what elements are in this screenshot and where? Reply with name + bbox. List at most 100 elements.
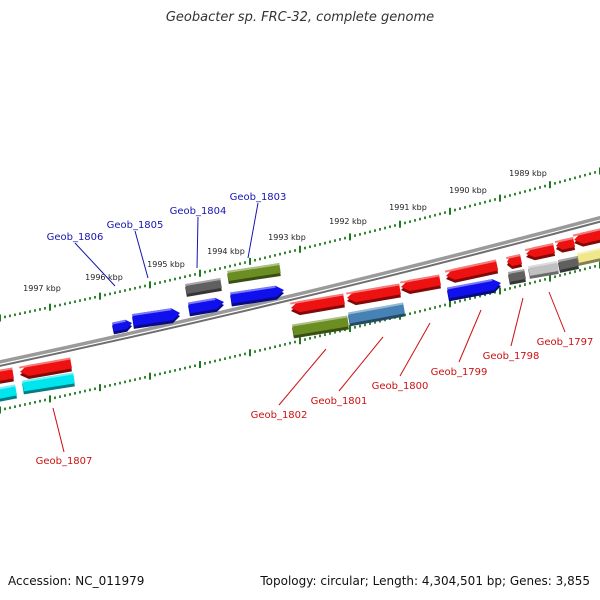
gene-arrow-red-highlight (400, 274, 440, 284)
gene-block-lightgray-lower-highlight (528, 261, 558, 269)
gene-arrow-red-highlight (572, 228, 600, 237)
gene-block-gray-upper (185, 278, 222, 297)
gene-arrow-red (444, 259, 499, 283)
gene-arrow-blue-lower (446, 279, 501, 302)
gene-arrow-blue-highlight (132, 308, 172, 317)
gene-arrow-blue-highlight (230, 285, 276, 295)
gene-arrow-red (554, 237, 576, 253)
gene-block-khaki-lower-body (576, 247, 600, 263)
kbp-tick-label: 1993 kbp (268, 233, 306, 242)
gene-arrow-red-highlight (524, 243, 554, 252)
gene-label: Geob_1800 (372, 381, 429, 392)
gene-arrow-red-body (347, 283, 401, 303)
gene-block-gray-lower-highlight (557, 256, 578, 263)
gene-arrow-blue-lower-body (446, 279, 501, 299)
kbp-tick-label: 1992 kbp (329, 217, 367, 226)
kbp-tick-label: 1989 kbp (509, 169, 547, 178)
gene-arrow-red (346, 283, 401, 306)
gene-label: Geob_1797 (537, 337, 594, 348)
gene-arrow-blue (112, 319, 132, 335)
gene-leader-line (247, 202, 259, 259)
gene-arrow-blue-highlight (188, 297, 216, 305)
accession-label: Accession: NC_011979 (8, 574, 145, 588)
gene-arrow-red-highlight (554, 237, 574, 244)
kbp-tick-label: 1995 kbp (147, 260, 185, 269)
gene-arrow-blue-body (230, 285, 284, 304)
gene-block-gray-lower (557, 256, 580, 273)
gene-label: Geob_1801 (311, 396, 368, 407)
kbp-tick-label: 1994 kbp (207, 247, 245, 256)
gene-leader-line (196, 216, 199, 269)
gene-label: Geob_1803 (230, 192, 287, 203)
gene-block-steel-lower-body (348, 302, 405, 324)
gene-block-khaki-lower (576, 247, 600, 266)
gene-label: Geob_1799 (431, 367, 488, 378)
gene-leader-line (134, 230, 149, 279)
gene-label: Geob_1807 (36, 456, 93, 467)
kbp-tick-label: 1991 kbp (389, 203, 427, 212)
gene-block-cyan-left (22, 372, 75, 395)
gene-leader-line (338, 336, 384, 392)
gene-leader-line (399, 322, 431, 377)
gene-arrow-red-highlight (505, 254, 521, 260)
kbp-tick-label: 1997 kbp (23, 284, 61, 293)
gene-block-steel-lower (348, 302, 405, 327)
gene-arrow-red-highlight (290, 293, 344, 305)
gene-block-steel-lower-highlight (348, 302, 404, 315)
gene-block-lightgray-lower (528, 261, 559, 279)
gene-arrow-red-body (446, 259, 499, 280)
map-title: Geobacter sp. FRC-32, complete genome (165, 10, 435, 25)
gene-label: Geob_1804 (170, 206, 227, 217)
gene-leader-line (510, 297, 524, 347)
gene-arrow-red-body (291, 293, 345, 313)
gene-label: Geob_1805 (107, 220, 164, 231)
gene-block-cyan-left (0, 384, 18, 402)
gene-block-olive-upper (227, 263, 281, 284)
gene-block-cyan-left-body (22, 372, 75, 392)
gene-arrow-red (400, 274, 441, 295)
gene-label: Geob_1798 (483, 351, 540, 362)
gene-leader-line (52, 407, 65, 453)
gene-leader-line (458, 309, 482, 363)
gene-arrow-red-body (401, 274, 441, 292)
gene-arrow-red-highlight (346, 283, 400, 295)
gene-arrow-red-left (0, 367, 14, 384)
gene-leader-line (74, 242, 116, 287)
kbp-tick-label: 1996 kbp (85, 273, 123, 282)
gene-block-cyan-left-highlight (0, 384, 16, 390)
gene-block-olive-upper-body (227, 263, 281, 281)
kbp-tick-label: 1990 kbp (449, 186, 487, 195)
gene-leader-line (548, 291, 566, 333)
gene-arrow-blue-lower-highlight (446, 279, 493, 290)
gene-arrow-red (290, 293, 345, 316)
gene-arrow-red (505, 254, 523, 269)
gene-block-cyan-left-highlight (22, 372, 74, 383)
gene-arrow-red-left-highlight (0, 367, 13, 372)
gene-block-olive-upper-highlight (227, 263, 280, 274)
gene-arrow-blue (188, 297, 224, 317)
gene-arrow-red-body (574, 228, 600, 244)
gene-arrow-red-left-highlight (19, 357, 71, 369)
gene-arrow-blue-highlight (112, 319, 126, 325)
gene-leader-line (278, 348, 327, 406)
gene-block-olive-lower-highlight (292, 315, 348, 327)
gene-block-gray-lower-highlight (508, 269, 525, 275)
gene-arrow-red (524, 243, 556, 261)
gene-arrow-red-left (19, 357, 72, 380)
backbone-lower-strand (0, 220, 600, 367)
gene-arrow-red-left-body (20, 357, 72, 377)
gene-label: Geob_1806 (47, 232, 104, 243)
gene-block-gray-lower (508, 269, 526, 285)
gene-arrow-blue (132, 308, 180, 329)
gene-block-gray-upper-body (185, 278, 222, 294)
gene-arrow-red (572, 228, 600, 247)
gene-block-olive-lower-body (292, 315, 349, 336)
backbone-upper-strand (0, 215, 600, 364)
gene-block-gray-upper-highlight (185, 278, 221, 287)
gene-arrow-red-highlight (444, 259, 497, 273)
genome-summary: Topology: circular; Length: 4,304,501 bp… (260, 574, 590, 588)
gene-label: Geob_1802 (251, 410, 308, 421)
gene-arrow-red-body (526, 243, 556, 258)
gene-block-olive-lower (292, 315, 349, 339)
